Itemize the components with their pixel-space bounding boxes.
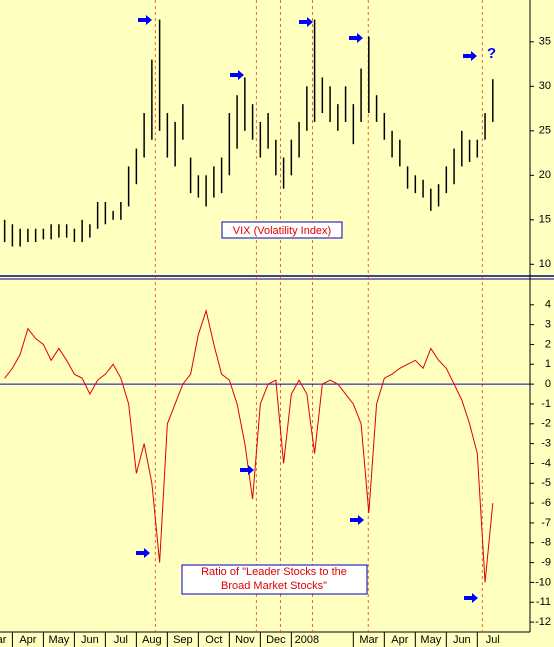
y-tick-label: -5 xyxy=(541,477,551,489)
x-tick-label: Jun xyxy=(453,634,471,646)
y-tick-label: 15 xyxy=(539,214,551,226)
x-tick-label: Sep xyxy=(173,634,193,646)
y-tick-label: 25 xyxy=(539,125,551,137)
arrow xyxy=(138,15,152,25)
arrow xyxy=(349,33,363,43)
label-text: VIX (Volatility Index) xyxy=(233,225,331,237)
x-tick-label: Mar xyxy=(359,634,378,646)
label-box xyxy=(221,221,343,239)
series-label: VIX (Volatility Index) xyxy=(221,221,343,239)
y-tick-label: -6 xyxy=(541,497,551,509)
x-tick-label: Aug xyxy=(142,634,162,646)
y-tick-label: 3 xyxy=(545,319,551,331)
series-label: Ratio of "Leader Stocks to the Broad Mark… xyxy=(181,564,368,595)
x-tick-label: Jun xyxy=(81,634,99,646)
y-tick-label: -10 xyxy=(535,576,551,588)
y-tick-label: 30 xyxy=(539,80,551,92)
y-tick-label: -11 xyxy=(536,596,551,608)
arrow xyxy=(240,465,254,475)
x-tick-label: Apr xyxy=(19,634,36,646)
y-tick-label: -9 xyxy=(541,556,551,568)
y-tick-label: 20 xyxy=(539,169,551,181)
x-tick-label: Apr xyxy=(391,634,408,646)
x-tick-label: May xyxy=(48,634,69,646)
label-text: Ratio of "Leader Stocks to the xyxy=(201,566,347,578)
y-tick-label: -7 xyxy=(541,517,551,529)
y-tick-label: -1 xyxy=(541,398,551,410)
arrow xyxy=(299,17,313,27)
label-text: Broad Market Stocks" xyxy=(221,580,327,592)
x-tick-label: May xyxy=(420,634,441,646)
arrow xyxy=(463,51,477,61)
y-tick-label: 35 xyxy=(539,36,551,48)
y-tick-label: 10 xyxy=(539,258,551,270)
y-tick-label: 4 xyxy=(545,299,551,311)
annotation: ? xyxy=(487,45,496,62)
y-tick-label: 0 xyxy=(545,378,551,390)
x-tick-label: Jul xyxy=(114,634,128,646)
x-tick-label: Dec xyxy=(266,634,286,646)
label-box xyxy=(181,564,368,595)
arrow xyxy=(136,548,150,558)
arrow xyxy=(464,593,478,603)
y-tick-label: -8 xyxy=(541,537,551,549)
y-tick-label: 1 xyxy=(545,358,551,370)
x-tick-label: Jul xyxy=(486,634,500,646)
x-tick-label: Nov xyxy=(235,634,255,646)
y-tick-label: -12 xyxy=(535,616,551,628)
x-tick-label: Oct xyxy=(205,634,222,646)
x-tick-label: 2008 xyxy=(295,634,319,646)
y-tick-label: 2 xyxy=(545,338,551,350)
y-tick-label: -4 xyxy=(541,457,551,469)
arrow xyxy=(230,70,244,80)
arrow xyxy=(350,515,364,525)
y-tick-label: -2 xyxy=(541,418,551,430)
x-tick-label: Mar xyxy=(0,634,7,646)
y-tick-label: -3 xyxy=(541,438,551,450)
